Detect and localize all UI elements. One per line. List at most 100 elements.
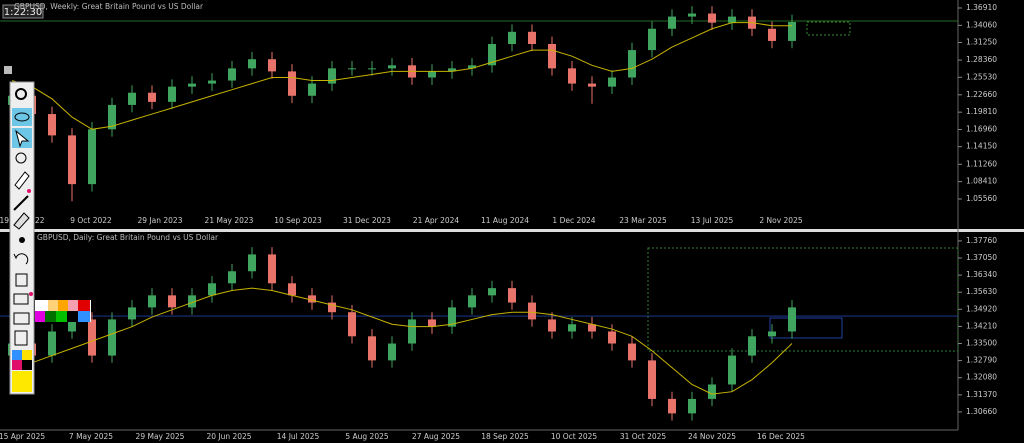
- y-tick-label: 1.25530: [966, 72, 997, 81]
- y-tick-label: 1.37050: [966, 253, 997, 262]
- clipboard-tool[interactable]: [14, 330, 28, 346]
- candle-body: [188, 295, 196, 308]
- x-tick-label: 10 Oct 2025: [551, 432, 598, 441]
- x-tick-label: 29 May 2025: [136, 432, 185, 441]
- swatch[interactable]: [45, 311, 56, 322]
- rect-object: [769, 317, 843, 339]
- swatch[interactable]: [78, 311, 90, 322]
- marker-tool[interactable]: [13, 212, 30, 230]
- cart-tool[interactable]: [13, 293, 29, 305]
- rect-object: [647, 247, 959, 352]
- candle-body: [588, 83, 596, 87]
- toolbar-grip[interactable]: [4, 66, 12, 74]
- swatch[interactable]: [68, 300, 78, 311]
- y-tick-label: 1.32790: [966, 356, 997, 365]
- cursor-icon: [15, 129, 30, 148]
- candle-body: [388, 65, 396, 69]
- y-tick-label: 1.34060: [966, 20, 997, 29]
- candle-body: [308, 83, 316, 96]
- candle-body: [688, 13, 696, 17]
- y-tick-label: 1.11260: [966, 159, 997, 168]
- color-dot: [29, 292, 33, 296]
- candle-body: [428, 71, 436, 78]
- chart-title: GBPUSD, Weekly: Great Britain Pound vs U…: [14, 2, 204, 11]
- candle-body: [628, 343, 636, 361]
- current-color[interactable]: [12, 371, 32, 392]
- dot-tool[interactable]: [19, 237, 25, 243]
- candle-body: [248, 59, 256, 69]
- candle-body: [528, 302, 536, 320]
- candle-body: [68, 319, 76, 332]
- x-tick-label: 1 Dec 2024: [552, 216, 595, 225]
- candle-body: [748, 336, 756, 356]
- candle-body: [48, 331, 56, 356]
- x-tick-label: 27 Aug 2025: [412, 432, 460, 441]
- candle-body: [128, 92, 136, 105]
- candle-body: [568, 68, 576, 84]
- candle-body: [108, 319, 116, 356]
- candle-body: [488, 43, 496, 66]
- y-tick-label: 1.22660: [966, 90, 997, 99]
- delete-tool[interactable]: [15, 273, 28, 287]
- candle-body: [88, 129, 96, 185]
- candle-body: [608, 331, 616, 344]
- candle-body: [368, 336, 376, 361]
- y-tick-label: 1.32080: [966, 373, 997, 382]
- x-tick-label: 10 Sep 2023: [274, 216, 322, 225]
- candle-body: [448, 307, 456, 327]
- swatch[interactable]: [67, 311, 78, 322]
- candle-body: [288, 71, 296, 96]
- candle-body: [588, 324, 596, 332]
- swatch[interactable]: [22, 350, 32, 360]
- y-tick-label: 1.14150: [966, 142, 997, 151]
- x-tick-label: 21 Apr 2024: [413, 216, 460, 225]
- y-tick-label: 1.30660: [966, 407, 997, 416]
- candle-body: [448, 68, 456, 72]
- erase-tool[interactable]: [15, 152, 27, 164]
- x-tick-label: 29 Jan 2023: [138, 216, 183, 225]
- swatch[interactable]: [35, 311, 45, 322]
- candle-body: [88, 319, 96, 356]
- x-tick-label: 9 Oct 2022: [70, 216, 112, 225]
- candle-body: [788, 307, 796, 332]
- candle-body: [308, 295, 316, 303]
- swatch[interactable]: [56, 311, 67, 322]
- candle-body: [548, 319, 556, 332]
- swatch[interactable]: [78, 300, 90, 311]
- candle-body: [348, 312, 356, 337]
- candle-body: [548, 43, 556, 69]
- eye-tool[interactable]: [12, 108, 32, 126]
- undo-tool[interactable]: [13, 253, 29, 265]
- pencil-tool[interactable]: [14, 171, 30, 190]
- y-tick-label: 1.28360: [966, 55, 997, 64]
- candle-body: [228, 68, 236, 81]
- y-tick-label: 1.33500: [966, 339, 997, 348]
- swatch[interactable]: [12, 360, 22, 370]
- swatch[interactable]: [58, 300, 68, 311]
- panel-separator: [0, 229, 1024, 232]
- swatch[interactable]: [22, 360, 32, 370]
- line-tool[interactable]: [13, 195, 29, 211]
- candle-body: [328, 302, 336, 313]
- y-tick-label: 1.19810: [966, 107, 997, 116]
- pen-tool[interactable]: [15, 88, 27, 100]
- color-dot: [27, 189, 31, 193]
- y-tick-label: 1.31370: [966, 390, 997, 399]
- clock-box: [2, 4, 44, 19]
- candle-body: [228, 271, 236, 284]
- candle-body: [168, 86, 176, 102]
- y-tick-label: 1.08410: [966, 177, 997, 186]
- chart-title: GBPUSD, Daily: Great Britain Pound vs US…: [37, 233, 219, 242]
- swatch[interactable]: [48, 300, 58, 311]
- candle-body: [288, 283, 296, 296]
- clock: 1:22:30: [4, 7, 43, 18]
- x-tick-label: 7 May 2025: [69, 432, 113, 441]
- candle-body: [248, 254, 256, 272]
- candle-body: [668, 16, 676, 29]
- eye-icon: [14, 112, 30, 122]
- candle-body: [648, 360, 656, 399]
- swatch[interactable]: [12, 350, 22, 360]
- y-tick-label: 1.35630: [966, 287, 997, 296]
- candle-body: [148, 92, 156, 102]
- camera-tool[interactable]: [13, 312, 30, 325]
